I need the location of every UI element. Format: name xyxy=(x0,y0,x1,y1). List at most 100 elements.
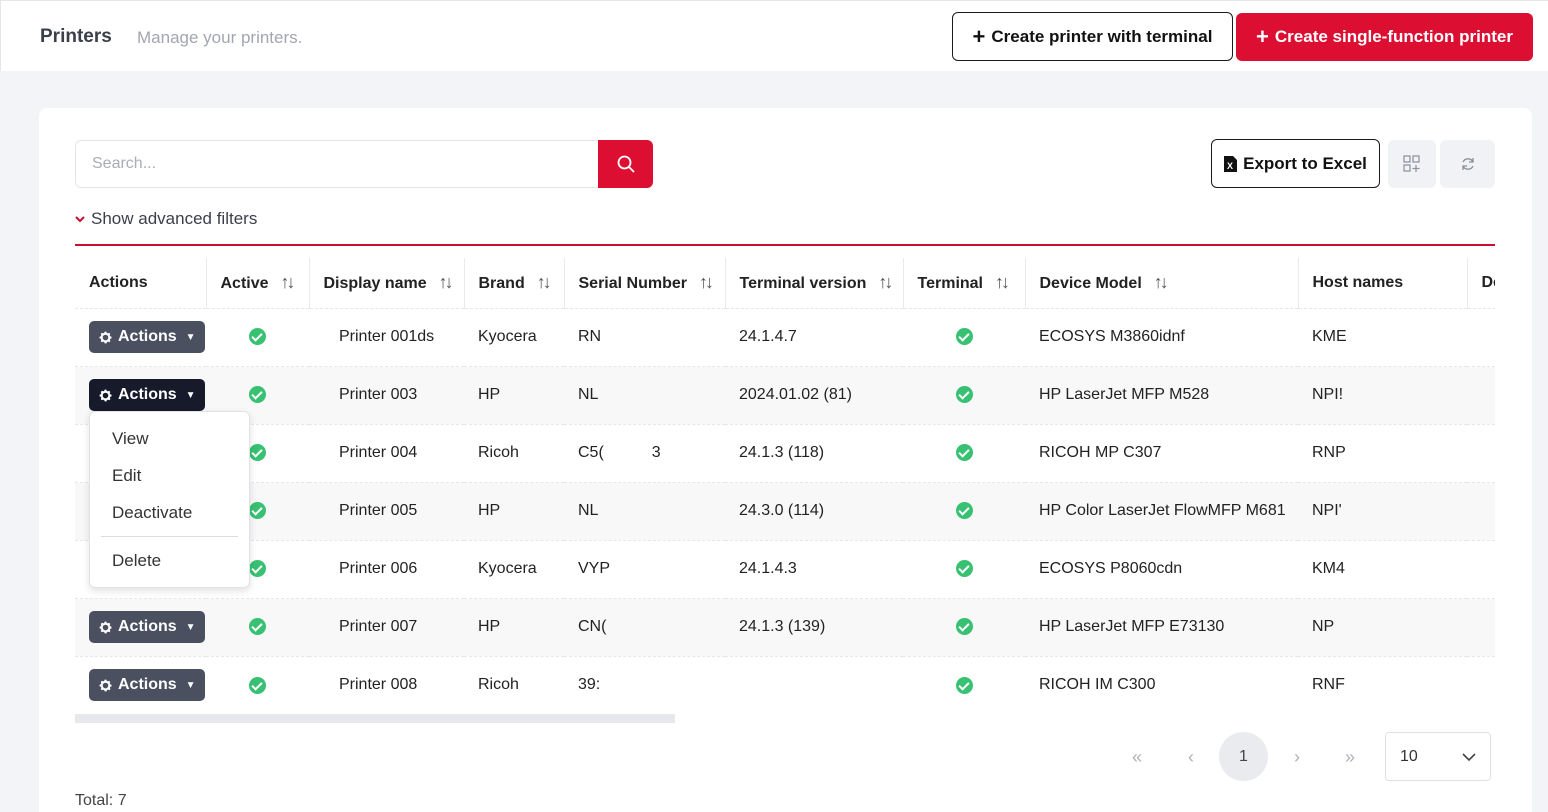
row-actions-button[interactable]: Actions ▼ xyxy=(89,611,205,643)
column-header-terminal-version[interactable]: Terminal version ↑↓ xyxy=(725,258,904,308)
terminal-version-cell: 24.1.4.7 xyxy=(725,307,903,366)
printers-table-wrapper: Actions Active ↑↓ Display name ↑↓ Brand ↑↓ … xyxy=(75,258,1495,715)
menu-item-view[interactable]: View xyxy=(112,429,149,448)
sort-icon: ↑↓ xyxy=(995,272,1010,293)
last-page-button[interactable]: » xyxy=(1344,746,1355,767)
device-model-cell: RICOH IM C300 xyxy=(1025,655,1298,714)
check-circle-icon xyxy=(955,676,973,694)
top-bar: Printers Manage your printers. + Create … xyxy=(0,0,1548,71)
total-count: Total: 7 xyxy=(75,792,127,809)
active-cell xyxy=(206,655,309,714)
host-names-cell: RNP xyxy=(1298,423,1467,482)
horizontal-scrollbar[interactable] xyxy=(75,714,675,723)
brand-cell: HP xyxy=(464,481,564,540)
table-row: Actions ▼ Printer 003 HP NL 2024.01.02 (81) HP… xyxy=(75,365,1495,424)
check-circle-icon xyxy=(955,386,973,404)
page-size-value: 10 xyxy=(1400,747,1418,765)
host-names-cell: RNF xyxy=(1298,655,1467,714)
first-page-button[interactable]: « xyxy=(1131,746,1142,767)
sort-icon: ↑↓ xyxy=(536,272,552,293)
create-single-function-printer-button[interactable]: + Create single-function printer xyxy=(1236,13,1533,61)
column-header-display-name[interactable]: Display name ↑↓ xyxy=(309,258,465,308)
display-name-cell: Printer 008 xyxy=(309,655,464,714)
search-input[interactable] xyxy=(75,140,599,188)
terminal-cell xyxy=(903,655,1025,714)
chevron-down-icon xyxy=(75,215,85,222)
menu-item-delete[interactable]: Delete xyxy=(112,551,162,570)
serial-number-cell: VYP xyxy=(564,539,725,598)
actions-cell: Actions ▼ xyxy=(75,655,206,714)
check-circle-icon xyxy=(249,618,266,636)
page-number-1[interactable]: 1 xyxy=(1219,732,1268,781)
row-actions-button[interactable]: Actions ▼ xyxy=(89,321,205,353)
terminal-version-cell: 24.1.4.3 xyxy=(725,539,903,598)
row-actions-button[interactable]: Actions ▼ xyxy=(89,669,205,702)
plus-icon: + xyxy=(1256,24,1269,49)
check-circle-icon xyxy=(249,560,266,578)
column-header-device-model[interactable]: Device Model ↑↓ xyxy=(1025,258,1299,308)
search-button[interactable] xyxy=(598,140,653,188)
export-to-excel-button[interactable]: X Export to Excel xyxy=(1211,139,1380,188)
terminal-version-cell: 24.1.3 (139) xyxy=(725,597,903,656)
column-header-active[interactable]: Active ↑↓ xyxy=(206,258,310,308)
check-circle-icon xyxy=(249,444,266,462)
refresh-button[interactable] xyxy=(1440,140,1495,188)
host-names-cell: NPI! xyxy=(1298,365,1467,424)
create-printer-with-terminal-button[interactable]: + Create printer with terminal xyxy=(952,12,1233,61)
prev-page-button[interactable]: ‹ xyxy=(1188,746,1194,767)
sort-icon: ↑↓ xyxy=(1153,272,1169,293)
check-circle-icon xyxy=(249,328,266,346)
check-circle-icon xyxy=(249,502,266,520)
check-circle-icon xyxy=(249,676,266,694)
terminal-cell xyxy=(903,365,1025,424)
chevron-down-icon xyxy=(1462,752,1476,761)
row-actions-button[interactable]: Actions ▼ xyxy=(89,379,205,411)
plus-icon: + xyxy=(972,23,986,49)
column-chooser-button[interactable] xyxy=(1388,140,1436,188)
gear-icon xyxy=(99,621,112,633)
display-name-cell: Printer 001ds xyxy=(309,307,464,366)
gear-icon xyxy=(99,389,112,401)
display-name-cell: Printer 005 xyxy=(309,481,464,540)
terminal-version-cell: 24.1.3 (118) xyxy=(725,423,903,482)
column-header-host-names: Host names xyxy=(1298,258,1468,308)
brand-cell: HP xyxy=(464,597,564,656)
menu-item-edit[interactable]: Edit xyxy=(112,466,142,485)
sort-icon: ↑↓ xyxy=(438,272,454,293)
de-cell xyxy=(1467,655,1495,714)
terminal-cell xyxy=(903,423,1025,482)
advanced-filters-toggle[interactable]: Show advanced filters xyxy=(75,209,257,229)
page-subtitle: Manage your printers. xyxy=(137,28,303,47)
table-row: Actions ▼ Printer 001ds Kyocera RN 24.1.4.7 EC… xyxy=(75,307,1495,366)
check-circle-icon xyxy=(955,444,973,462)
gear-icon xyxy=(99,679,112,692)
column-header-brand[interactable]: Brand ↑↓ xyxy=(464,258,565,308)
column-header-terminal[interactable]: Terminal ↑↓ xyxy=(903,258,1026,308)
gear-icon xyxy=(99,331,112,343)
table-row: Actions ▼ Printer 007 HP CN(24.1.3 (139) HP L… xyxy=(75,597,1495,656)
check-circle-icon xyxy=(249,386,266,404)
terminal-version-cell xyxy=(725,655,903,714)
check-circle-icon xyxy=(955,328,973,346)
host-names-cell: KM4 xyxy=(1298,539,1467,598)
brand-cell: HP xyxy=(464,365,564,424)
brand-cell: Kyocera xyxy=(464,539,564,598)
terminal-cell xyxy=(903,597,1025,656)
host-names-cell: KME xyxy=(1298,307,1467,366)
caret-down-icon: ▼ xyxy=(185,679,196,691)
de-cell xyxy=(1467,307,1495,366)
host-names-cell: NP xyxy=(1298,597,1467,656)
filters-divider xyxy=(75,244,1495,246)
device-model-cell: ECOSYS P8060cdn xyxy=(1025,539,1298,598)
page-size-select[interactable]: 10 xyxy=(1385,732,1491,781)
de-cell xyxy=(1467,481,1495,540)
menu-item-deactivate[interactable]: Deactivate xyxy=(112,503,193,522)
column-header-serial-number[interactable]: Serial Number ↑↓ xyxy=(564,258,726,308)
serial-number-cell: C5(3 xyxy=(564,423,725,482)
column-header-de: De xyxy=(1467,258,1495,308)
table-header-row: Actions Active ↑↓ Display name ↑↓ Brand ↑↓ … xyxy=(75,258,1495,308)
actions-cell: Actions ▼ xyxy=(75,307,206,366)
next-page-button[interactable]: › xyxy=(1294,746,1300,767)
active-cell xyxy=(206,307,309,366)
actions-dropdown-menu: View Edit Deactivate Delete xyxy=(89,411,250,588)
